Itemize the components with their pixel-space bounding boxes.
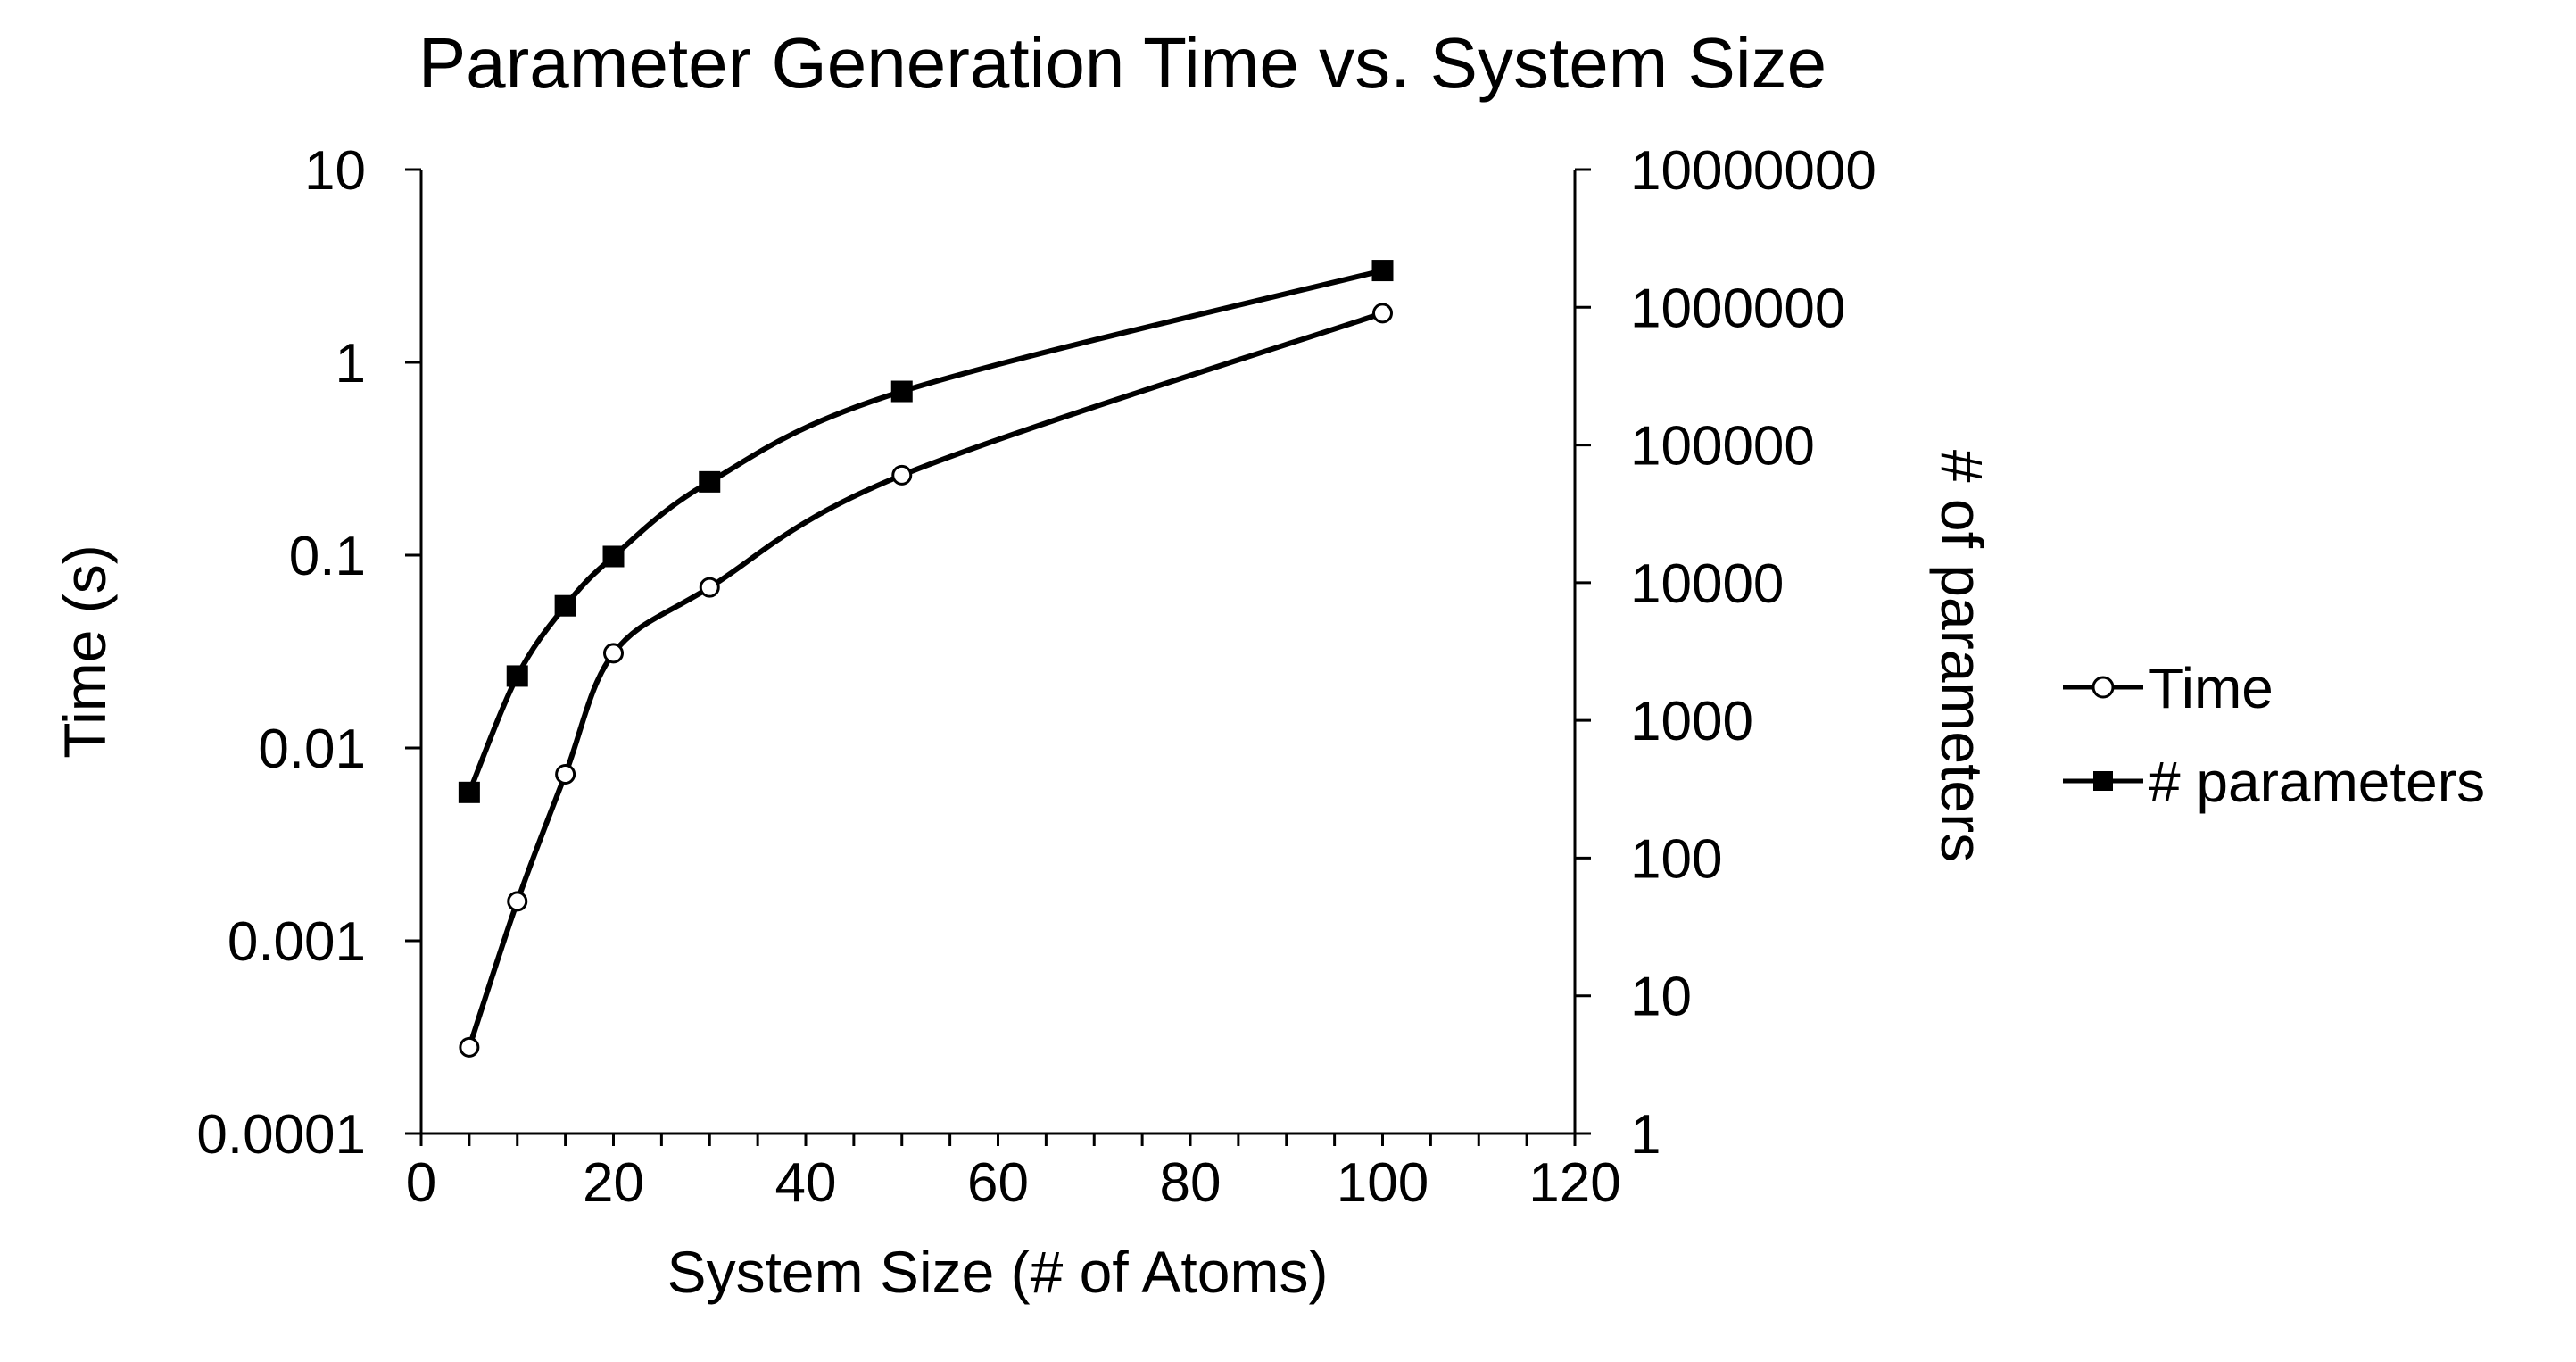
x-tick-label: 60	[967, 1152, 1029, 1214]
right-y-tick-label: 10000	[1630, 553, 1784, 615]
left-y-tick-label: 0.01	[258, 718, 366, 780]
x-tick-label: 0	[406, 1152, 436, 1214]
data-point-parameters	[506, 665, 528, 687]
right-y-ticks: 1 10 100 1000 10000 100000 1000000 10000000	[1575, 140, 1876, 1166]
right-y-tick-label: 100000	[1630, 416, 1815, 478]
left-y-ticks: 0.0001 0.001 0.01 0.1 1 10	[196, 140, 421, 1166]
right-y-tick-label: 10000000	[1630, 140, 1876, 202]
data-point-time	[1372, 303, 1393, 324]
data-point-time	[699, 577, 720, 598]
left-y-tick-label: 10	[304, 140, 366, 202]
data-point-time	[459, 1036, 480, 1058]
series-layer	[458, 260, 1394, 1058]
data-point-parameters	[602, 545, 625, 568]
left-y-tick-label: 0.001	[228, 911, 366, 973]
x-tick-label: 120	[1528, 1152, 1620, 1214]
x-tick-label: 80	[1160, 1152, 1222, 1214]
data-point-parameters	[554, 594, 576, 617]
x-tick-label: 40	[775, 1152, 837, 1214]
left-y-tick-label: 0.0001	[196, 1104, 366, 1166]
data-point-time	[555, 764, 576, 785]
right-y-axis-label: # of parameters	[1929, 450, 1995, 862]
x-tick-label: 20	[583, 1152, 644, 1214]
x-ticks: 0 20 40 60 80 100 120	[406, 1134, 1621, 1214]
left-y-tick-label: 1	[335, 333, 366, 394]
legend-parameters-marker-icon	[2093, 771, 2113, 791]
legend-time-marker-icon	[2091, 676, 2115, 699]
legend-item-time: Time	[2063, 656, 2274, 720]
data-point-parameters	[890, 380, 913, 403]
left-y-tick-label: 0.1	[289, 526, 366, 587]
series-line-time	[467, 311, 1384, 1049]
series-line-parameters	[467, 268, 1384, 793]
data-point-parameters	[458, 781, 480, 803]
right-y-tick-label: 1000000	[1630, 278, 1845, 339]
right-y-tick-label: 1	[1630, 1104, 1661, 1166]
x-axis-label: System Size (# of Atoms)	[667, 1239, 1329, 1305]
data-point-parameters	[699, 470, 721, 493]
legend-time-label: Time	[2149, 656, 2274, 720]
data-point-time	[603, 643, 624, 664]
legend: Time # parameters	[2063, 656, 2485, 814]
right-y-tick-label: 100	[1630, 828, 1722, 890]
data-point-time	[891, 464, 913, 486]
x-tick-label: 100	[1337, 1152, 1429, 1214]
chart-title: Parameter Generation Time vs. System Siz…	[418, 23, 1826, 103]
data-point-parameters	[1371, 260, 1394, 282]
legend-parameters-label: # parameters	[2149, 750, 2485, 814]
legend-item-parameters: # parameters	[2063, 750, 2485, 814]
data-point-time	[507, 891, 528, 912]
right-y-tick-label: 1000	[1630, 691, 1753, 752]
left-y-axis-label: Time (s)	[52, 544, 118, 759]
right-y-tick-label: 10	[1630, 967, 1692, 1028]
